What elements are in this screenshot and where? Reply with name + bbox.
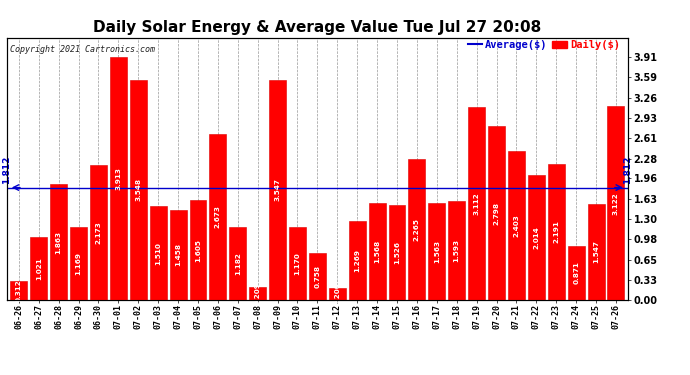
Bar <box>508 151 525 300</box>
Text: 1.605: 1.605 <box>195 239 201 262</box>
Text: 1.563: 1.563 <box>434 240 440 263</box>
Bar <box>388 205 406 300</box>
Text: 1.568: 1.568 <box>374 240 380 263</box>
Bar <box>50 184 67 300</box>
Bar <box>150 206 166 300</box>
Text: 1.458: 1.458 <box>175 243 181 266</box>
Text: 2.798: 2.798 <box>493 202 500 225</box>
Text: 1.526: 1.526 <box>394 241 400 264</box>
Bar <box>428 203 445 300</box>
Bar <box>269 80 286 300</box>
Bar <box>130 80 147 300</box>
Text: 1.021: 1.021 <box>36 257 42 280</box>
Text: 3.112: 3.112 <box>473 192 480 215</box>
Bar <box>90 165 107 300</box>
Bar <box>548 164 564 300</box>
Bar <box>249 287 266 300</box>
Text: 0.871: 0.871 <box>573 261 579 284</box>
Text: 0.758: 0.758 <box>315 265 320 288</box>
Bar <box>588 204 604 300</box>
Text: 0.200: 0.200 <box>334 282 340 305</box>
Text: 3.913: 3.913 <box>115 167 121 190</box>
Text: Copyright 2021 Cartronics.com: Copyright 2021 Cartronics.com <box>10 45 155 54</box>
Text: 1.863: 1.863 <box>56 231 61 254</box>
Text: 2.173: 2.173 <box>95 221 101 244</box>
Bar <box>30 237 47 300</box>
Text: 1.182: 1.182 <box>235 252 241 275</box>
Text: 1.593: 1.593 <box>454 239 460 262</box>
Bar <box>348 221 366 300</box>
Title: Daily Solar Energy & Average Value Tue Jul 27 20:08: Daily Solar Energy & Average Value Tue J… <box>93 20 542 35</box>
Text: 1.169: 1.169 <box>75 252 81 275</box>
Text: 1.812: 1.812 <box>623 156 633 184</box>
Bar <box>10 280 28 300</box>
Text: 1.812: 1.812 <box>2 156 12 184</box>
Bar <box>170 210 186 300</box>
Bar <box>110 57 127 300</box>
Text: 3.122: 3.122 <box>613 192 619 214</box>
Bar <box>568 246 584 300</box>
Bar <box>70 228 87 300</box>
Text: 1.547: 1.547 <box>593 240 599 263</box>
Bar <box>289 227 306 300</box>
Bar <box>469 107 485 300</box>
Bar <box>368 203 386 300</box>
Bar <box>488 126 505 300</box>
Text: 0.209: 0.209 <box>255 282 261 305</box>
Bar <box>607 106 624 300</box>
Text: 0.312: 0.312 <box>16 279 22 302</box>
Bar <box>309 253 326 300</box>
Text: 2.673: 2.673 <box>215 206 221 228</box>
Bar <box>408 159 425 300</box>
Bar <box>210 134 226 300</box>
Text: 1.269: 1.269 <box>354 249 360 272</box>
Text: 2.191: 2.191 <box>553 220 560 243</box>
Text: 2.403: 2.403 <box>513 214 520 237</box>
Bar <box>528 175 545 300</box>
Text: 2.265: 2.265 <box>414 218 420 241</box>
Bar <box>448 201 465 300</box>
Legend: Average($), Daily($): Average($), Daily($) <box>468 40 620 50</box>
Text: 2.014: 2.014 <box>533 226 540 249</box>
Text: 1.510: 1.510 <box>155 242 161 265</box>
Text: 3.547: 3.547 <box>275 178 281 201</box>
Bar <box>190 200 206 300</box>
Bar <box>329 288 346 300</box>
Text: 3.548: 3.548 <box>135 178 141 201</box>
Bar <box>229 226 246 300</box>
Text: 1.170: 1.170 <box>295 252 301 275</box>
